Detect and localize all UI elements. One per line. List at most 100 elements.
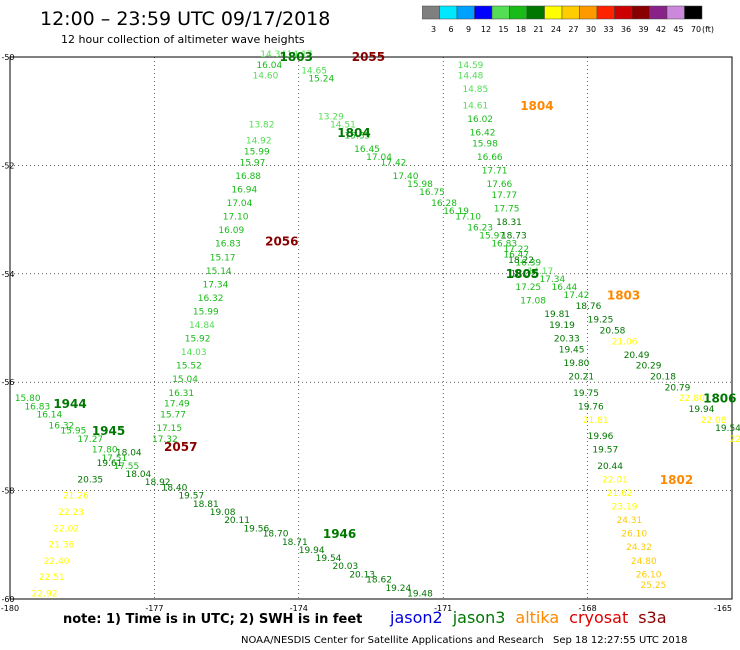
lat-label: -50 bbox=[1, 53, 14, 62]
wave-height-value: 16.83 bbox=[215, 240, 241, 250]
wave-height-value: 16.32 bbox=[198, 294, 224, 304]
wave-height-value: 18.32 bbox=[511, 270, 537, 280]
wave-height-value: 19.19 bbox=[549, 321, 575, 331]
wave-height-value: 16.09 bbox=[218, 226, 244, 236]
wave-height-value: 15.95 bbox=[61, 427, 87, 437]
scale-label: 18 bbox=[516, 25, 526, 34]
scale-label: 39 bbox=[638, 25, 648, 34]
wave-height-value: 25.25 bbox=[641, 581, 667, 591]
wave-height-value: 20.03 bbox=[332, 562, 358, 572]
wave-height-value: 15.97 bbox=[479, 232, 505, 242]
wave-height-value: 17.40 bbox=[393, 172, 419, 182]
wave-height-value: 17.25 bbox=[515, 283, 541, 293]
wave-height-value: 20.79 bbox=[665, 383, 691, 393]
wave-height-value: 17.42 bbox=[381, 158, 407, 168]
wave-height-value: 14.17 bbox=[287, 50, 313, 60]
scale-label: 6 bbox=[448, 25, 453, 34]
wave-height-value: 22.92 bbox=[32, 589, 58, 599]
wave-height-value: 14.61 bbox=[462, 101, 488, 111]
wave-height-value: 18.76 bbox=[576, 302, 602, 312]
wave-height-value: 18.92 bbox=[145, 478, 171, 488]
wave-height-value: 14.84 bbox=[189, 321, 215, 331]
wave-height-value: 18.81 bbox=[193, 500, 219, 510]
pass-time-label: 1944 bbox=[53, 397, 86, 411]
wave-height-value: 15.14 bbox=[206, 267, 232, 277]
satellite-cryosat: cryosat bbox=[569, 608, 629, 627]
wave-height-value: 17.04 bbox=[227, 199, 253, 209]
pass-time-label: 1804 bbox=[520, 99, 553, 113]
wave-height-value: 18.62 bbox=[366, 576, 392, 586]
wave-height-value: 20.44 bbox=[597, 462, 623, 472]
wave-height-value: 16.47 bbox=[503, 251, 529, 261]
lon-label: -165 bbox=[714, 604, 732, 613]
wave-height-value: 17.66 bbox=[487, 180, 513, 190]
wave-height-value: 17.34 bbox=[203, 280, 229, 290]
scale-label: 30 bbox=[586, 25, 596, 34]
wave-height-value: 22.51 bbox=[39, 573, 65, 583]
wave-height-value: 16.32 bbox=[49, 421, 75, 431]
wave-height-value: 15.35 bbox=[345, 131, 371, 141]
wave-height-value: 19.54 bbox=[316, 554, 342, 564]
wave-height-value: 15.92 bbox=[185, 335, 211, 345]
wave-height-value: 19.96 bbox=[588, 432, 614, 442]
wave-height-value: 15.80 bbox=[15, 394, 41, 404]
wave-height-value: 14.92 bbox=[246, 137, 272, 147]
wave-height-value: 16.45 bbox=[354, 145, 380, 155]
wave-height-value: 21.36 bbox=[49, 541, 75, 551]
wave-height-value: 16.39 bbox=[515, 259, 541, 269]
wave-height-value: 19.94 bbox=[299, 546, 325, 556]
lat-label: -54 bbox=[1, 270, 14, 279]
wave-height-value: 17.22 bbox=[503, 245, 529, 255]
wave-height-value: 16.83 bbox=[24, 402, 50, 412]
wave-height-value: 17.77 bbox=[491, 191, 517, 201]
wave-height-value: 16.88 bbox=[235, 172, 261, 182]
wave-height-value: 16.42 bbox=[470, 129, 496, 139]
wave-height-value: 15.17 bbox=[210, 253, 236, 263]
scale-label: 12 bbox=[481, 25, 491, 34]
wave-height-value: 22.28 bbox=[730, 435, 740, 445]
wave-height-value: 17.51 bbox=[101, 454, 127, 464]
wave-height-value: 18.70 bbox=[263, 530, 289, 540]
wave-height-value: 17.80 bbox=[92, 446, 118, 456]
wave-height-value: 19.56 bbox=[243, 524, 269, 534]
lat-label: -60 bbox=[1, 595, 14, 604]
satellite-altika: altika bbox=[515, 608, 560, 627]
wave-height-value: 16.44 bbox=[552, 283, 578, 293]
wave-height-value: 18.22 bbox=[508, 256, 534, 266]
scale-label: 21 bbox=[533, 25, 543, 34]
wave-height-value: 26.10 bbox=[621, 530, 647, 540]
wave-height-value: 17.10 bbox=[223, 213, 249, 223]
wave-height-value: 14.48 bbox=[458, 72, 484, 82]
pass-time-label: 1803 bbox=[607, 288, 640, 302]
wave-height-value: 19.76 bbox=[578, 402, 604, 412]
wave-height-value: 14.65 bbox=[301, 66, 327, 76]
wave-height-value: 18.71 bbox=[282, 538, 308, 548]
color-scale: 3 6 9 12 15 18 21 24 27 30 33 36 39 42 45 70 (ft) bbox=[422, 5, 714, 34]
wave-height-value: 19.81 bbox=[544, 310, 570, 320]
lat-label: -52 bbox=[1, 161, 14, 170]
wave-height-value: 19.45 bbox=[559, 345, 585, 355]
wave-height-value: 17.55 bbox=[113, 462, 139, 472]
footer-note: note: 1) Time is in UTC; 2) SWH is in fe… bbox=[63, 612, 363, 627]
wave-height-value: 18.04 bbox=[116, 448, 142, 458]
wave-height-value: 16.02 bbox=[467, 115, 493, 125]
wave-height-value: 20.33 bbox=[554, 335, 580, 345]
scale-label: 33 bbox=[603, 25, 613, 34]
pass-time-label: 2056 bbox=[265, 234, 298, 248]
wave-height-value: 17.42 bbox=[564, 291, 590, 301]
lat-label: -58 bbox=[1, 487, 14, 496]
wave-height-value: 24.80 bbox=[631, 557, 657, 567]
credit-line: NOAA/NESDIS Center for Satellite Applica… bbox=[241, 635, 544, 646]
scale-label: 9 bbox=[466, 25, 471, 34]
wave-height-value: 19.24 bbox=[385, 584, 411, 594]
wave-height-value: 16.04 bbox=[256, 61, 282, 71]
wave-height-value: 14.51 bbox=[330, 120, 356, 130]
satellite-jason2: jason2 bbox=[390, 608, 443, 627]
wave-height-value: 15.98 bbox=[407, 180, 433, 190]
wave-height-value: 19.75 bbox=[573, 389, 599, 399]
wave-height-value: 20.21 bbox=[568, 372, 594, 382]
wave-height-value: 15.77 bbox=[160, 410, 186, 420]
wave-height-value: 24.32 bbox=[626, 543, 652, 553]
scale-label: 70 bbox=[691, 25, 701, 34]
wave-height-value: 15.99 bbox=[193, 307, 219, 317]
